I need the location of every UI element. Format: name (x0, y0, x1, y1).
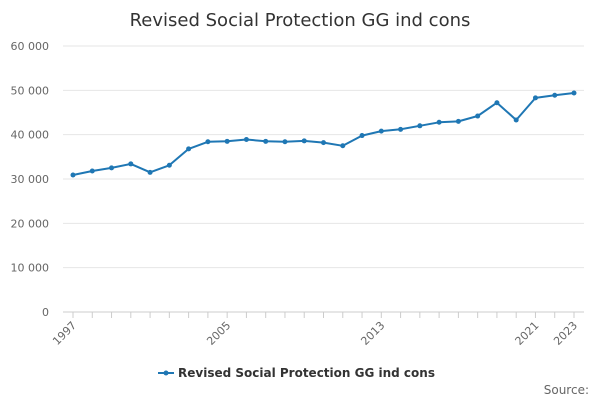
data-point (359, 133, 365, 139)
legend-label: Revised Social Protection GG ind cons (178, 366, 435, 380)
gridlines (63, 45, 584, 313)
y-axis: 0 10 000 20 000 30 000 40 000 50 000 60 000 (11, 40, 50, 319)
y-tick-label: 60 000 (11, 40, 50, 53)
x-axis: 1997 2005 2013 2021 2023 (50, 312, 580, 348)
data-point (109, 165, 115, 171)
data-point (398, 126, 404, 132)
data-point (282, 139, 288, 145)
data-point (166, 162, 172, 168)
data-point (147, 169, 153, 175)
legend-marker-swatch (163, 370, 169, 376)
data-point (455, 118, 461, 124)
y-tick-label: 50 000 (11, 84, 50, 97)
x-tick-label: 2005 (204, 319, 233, 348)
x-tick-label: 2013 (358, 319, 387, 348)
data-point (571, 90, 577, 96)
data-point (263, 138, 269, 144)
data-point (321, 140, 326, 146)
chart-title: Revised Social Protection GG ind cons (130, 10, 471, 31)
legend[interactable]: Revised Social Protection GG ind cons (158, 366, 435, 380)
data-point (532, 95, 538, 101)
data-point (301, 138, 307, 144)
x-tick-label: 2021 (513, 319, 542, 348)
x-tick-label: 1997 (50, 319, 79, 348)
series-layer (70, 90, 577, 178)
y-tick-label: 10 000 (11, 262, 50, 275)
data-point (552, 92, 558, 98)
y-tick-label: 20 000 (11, 217, 50, 230)
x-tick-label: 2023 (551, 319, 580, 348)
data-point (205, 139, 211, 145)
series-line (72, 92, 575, 176)
data-point (89, 168, 95, 174)
y-tick-label: 0 (42, 306, 49, 319)
data-point (70, 172, 76, 178)
data-point (128, 161, 134, 167)
data-point (340, 143, 346, 149)
data-point (378, 128, 384, 134)
data-point (417, 123, 423, 129)
data-point (436, 119, 442, 125)
source-label: Source: (544, 383, 589, 397)
data-point (494, 100, 500, 106)
data-point (186, 146, 192, 152)
data-point (243, 137, 249, 143)
data-point (513, 117, 519, 123)
data-point (475, 113, 481, 119)
y-tick-label: 30 000 (11, 173, 50, 186)
y-tick-label: 40 000 (11, 129, 50, 142)
data-point (224, 138, 230, 144)
